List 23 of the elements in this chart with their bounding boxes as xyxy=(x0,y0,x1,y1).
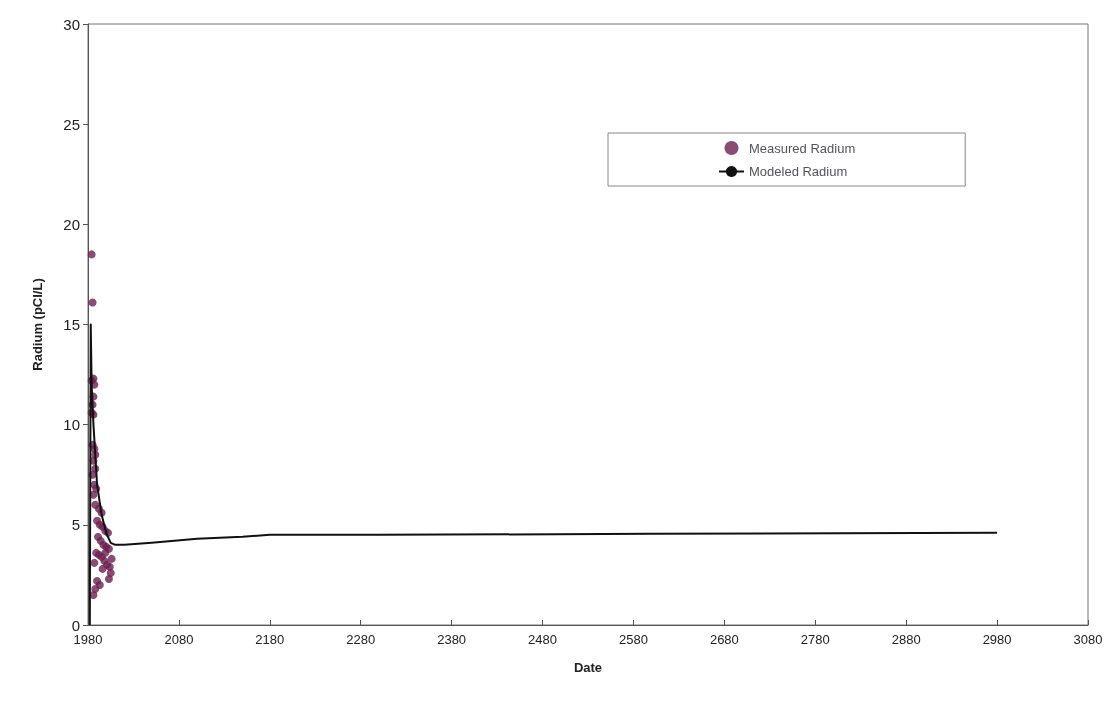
legend-label: Modeled Radium xyxy=(749,164,848,179)
x-tick-label: 2080 xyxy=(164,632,194,647)
x-tick-label: 1980 xyxy=(73,632,103,647)
y-tick-label: 25 xyxy=(63,115,80,133)
x-tick-label: 2880 xyxy=(891,632,921,647)
y-tick-label: 0 xyxy=(71,616,80,634)
y-tick-label: 10 xyxy=(63,416,80,434)
legend-label: Measured Radium xyxy=(749,140,856,156)
x-tick-label: 3080 xyxy=(1073,632,1103,647)
x-tick-label: 2980 xyxy=(982,632,1012,647)
x-tick-label: 2680 xyxy=(709,632,739,647)
x-tick-label: 2380 xyxy=(437,632,467,647)
y-tick-label: 30 xyxy=(63,15,80,33)
x-tick-label: 2180 xyxy=(255,632,285,647)
x-tick-label: 2780 xyxy=(800,632,830,647)
y-tick-label: 20 xyxy=(63,215,80,233)
x-tick-label: 2280 xyxy=(346,632,376,647)
y-tick-label: 15 xyxy=(63,316,80,333)
x-tick-label: 2580 xyxy=(618,632,648,647)
x-axis-title: Date xyxy=(573,660,603,675)
x-tick-label: 2480 xyxy=(528,632,558,647)
y-tick-label: 5 xyxy=(71,516,80,534)
y-axis-title: Radium (pCI/L) xyxy=(30,278,45,371)
